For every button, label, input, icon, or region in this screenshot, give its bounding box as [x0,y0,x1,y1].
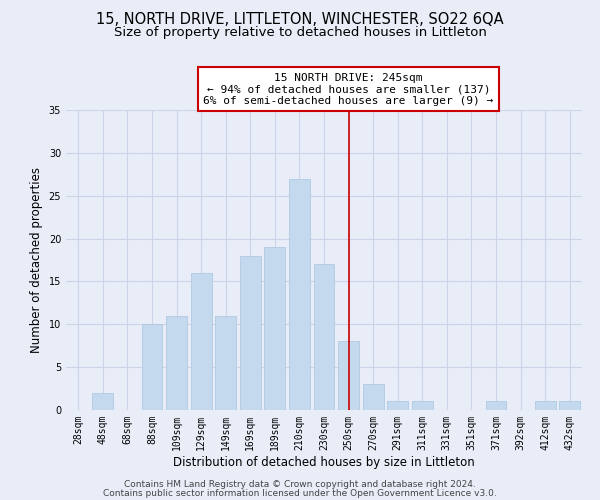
Text: 15, NORTH DRIVE, LITTLETON, WINCHESTER, SO22 6QA: 15, NORTH DRIVE, LITTLETON, WINCHESTER, … [96,12,504,28]
X-axis label: Distribution of detached houses by size in Littleton: Distribution of detached houses by size … [173,456,475,468]
Text: 15 NORTH DRIVE: 245sqm
← 94% of detached houses are smaller (137)
6% of semi-det: 15 NORTH DRIVE: 245sqm ← 94% of detached… [203,72,494,106]
Y-axis label: Number of detached properties: Number of detached properties [30,167,43,353]
Bar [314,264,334,410]
Text: Size of property relative to detached houses in Littleton: Size of property relative to detached ho… [113,26,487,39]
Text: Contains public sector information licensed under the Open Government Licence v3: Contains public sector information licen… [103,488,497,498]
Text: Contains HM Land Registry data © Crown copyright and database right 2024.: Contains HM Land Registry data © Crown c… [124,480,476,489]
Bar [92,393,113,410]
Bar [338,342,359,410]
Bar [215,316,236,410]
Bar [265,247,286,410]
Bar [191,273,212,410]
Bar [559,402,580,410]
Bar [412,402,433,410]
Bar [485,402,506,410]
Bar [535,402,556,410]
Bar [166,316,187,410]
Bar [142,324,163,410]
Bar [240,256,261,410]
Bar [362,384,383,410]
Bar [289,178,310,410]
Bar [387,402,408,410]
